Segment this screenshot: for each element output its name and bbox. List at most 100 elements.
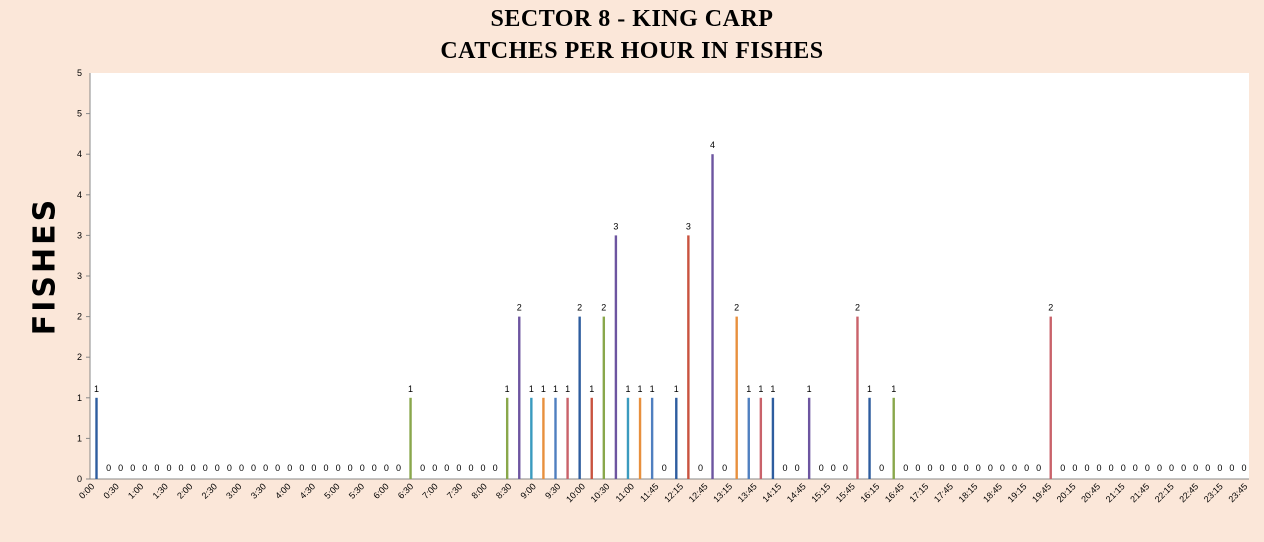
data-label: 0 bbox=[227, 463, 232, 473]
data-label: 1 bbox=[505, 384, 510, 394]
data-label: 0 bbox=[662, 463, 667, 473]
data-label: 0 bbox=[142, 463, 147, 473]
x-tick-label: 3:00 bbox=[224, 481, 243, 500]
bar bbox=[759, 397, 763, 479]
x-tick-label: 4:00 bbox=[273, 481, 292, 500]
data-label: 0 bbox=[336, 463, 341, 473]
x-tick-label: 3:30 bbox=[249, 481, 268, 500]
data-label: 1 bbox=[891, 384, 896, 394]
bar bbox=[1049, 316, 1052, 479]
data-label: 1 bbox=[541, 384, 546, 394]
data-label: 1 bbox=[625, 384, 630, 394]
x-tick-label: 9:30 bbox=[543, 481, 562, 500]
x-tick-label: 19:45 bbox=[1030, 481, 1053, 504]
x-tick-label: 6:00 bbox=[371, 481, 390, 500]
x-tick-label: 17:45 bbox=[932, 481, 955, 504]
data-label: 0 bbox=[1193, 463, 1198, 473]
y-tick-label: 3 bbox=[77, 271, 82, 281]
data-label: 1 bbox=[674, 384, 679, 394]
x-tick-label: 15:45 bbox=[834, 481, 857, 504]
x-tick-label: 1:00 bbox=[126, 481, 145, 500]
bar bbox=[505, 397, 509, 479]
data-label: 0 bbox=[1133, 463, 1138, 473]
data-label: 1 bbox=[650, 384, 655, 394]
data-label: 0 bbox=[988, 463, 993, 473]
data-label: 1 bbox=[638, 384, 643, 394]
data-label: 0 bbox=[118, 463, 123, 473]
data-label: 0 bbox=[952, 463, 957, 473]
data-label: 1 bbox=[770, 384, 775, 394]
data-label: 0 bbox=[154, 463, 159, 473]
data-label: 0 bbox=[831, 463, 836, 473]
data-label: 0 bbox=[819, 463, 824, 473]
bar bbox=[95, 397, 98, 479]
x-tick-label: 19:15 bbox=[1006, 481, 1029, 504]
x-tick-label: 11:00 bbox=[614, 481, 637, 504]
bar bbox=[675, 397, 678, 479]
data-label: 0 bbox=[843, 463, 848, 473]
data-label: 0 bbox=[964, 463, 969, 473]
y-tick-label: 5 bbox=[77, 68, 82, 78]
data-label: 0 bbox=[191, 463, 196, 473]
bar bbox=[735, 316, 738, 479]
y-tick-label: 0 bbox=[77, 474, 82, 484]
data-label: 0 bbox=[698, 463, 703, 473]
x-tick-label: 13:15 bbox=[711, 481, 734, 504]
bar bbox=[711, 154, 714, 479]
data-label: 0 bbox=[444, 463, 449, 473]
plot-area bbox=[90, 73, 1249, 479]
data-label: 1 bbox=[553, 384, 558, 394]
data-label: 0 bbox=[1205, 463, 1210, 473]
data-label: 0 bbox=[130, 463, 135, 473]
data-label: 1 bbox=[529, 384, 534, 394]
data-label: 0 bbox=[795, 463, 800, 473]
data-label: 0 bbox=[1072, 463, 1077, 473]
x-tick-label: 1:30 bbox=[151, 481, 170, 500]
data-label: 1 bbox=[565, 384, 570, 394]
x-tick-label: 18:15 bbox=[957, 481, 980, 504]
data-label: 0 bbox=[372, 463, 377, 473]
bar bbox=[638, 397, 642, 479]
data-label: 0 bbox=[1024, 463, 1029, 473]
data-label: 0 bbox=[493, 463, 498, 473]
data-label: 0 bbox=[287, 463, 292, 473]
data-label: 3 bbox=[613, 221, 618, 231]
bar bbox=[687, 235, 690, 479]
x-tick-label: 13:45 bbox=[736, 481, 759, 504]
data-label: 2 bbox=[577, 303, 582, 313]
data-label: 0 bbox=[179, 463, 184, 473]
data-label: 2 bbox=[855, 303, 860, 313]
bar bbox=[614, 235, 618, 479]
data-label: 0 bbox=[722, 463, 727, 473]
data-label: 1 bbox=[746, 384, 751, 394]
bar bbox=[409, 397, 412, 479]
data-label: 2 bbox=[734, 303, 739, 313]
data-label: 0 bbox=[976, 463, 981, 473]
data-label: 0 bbox=[323, 463, 328, 473]
x-tick-label: 6:30 bbox=[396, 481, 415, 500]
data-label: 0 bbox=[251, 463, 256, 473]
data-label: 1 bbox=[94, 384, 99, 394]
data-label: 0 bbox=[1145, 463, 1150, 473]
y-tick-label: 4 bbox=[77, 149, 82, 159]
bar bbox=[771, 397, 775, 479]
x-tick-label: 10:00 bbox=[564, 481, 587, 504]
data-label: 0 bbox=[940, 463, 945, 473]
data-label: 0 bbox=[1097, 463, 1102, 473]
x-tick-label: 5:30 bbox=[347, 481, 366, 500]
bar bbox=[518, 316, 521, 479]
data-label: 0 bbox=[311, 463, 316, 473]
x-tick-label: 21:15 bbox=[1104, 481, 1127, 504]
y-tick-label: 1 bbox=[77, 393, 82, 403]
x-tick-label: 8:00 bbox=[469, 481, 488, 500]
x-tick-label: 5:00 bbox=[322, 481, 341, 500]
data-label: 0 bbox=[915, 463, 920, 473]
bar bbox=[566, 397, 569, 479]
data-label: 0 bbox=[1157, 463, 1162, 473]
y-tick-label: 1 bbox=[77, 433, 82, 443]
x-tick-label: 7:00 bbox=[420, 481, 439, 500]
data-label: 0 bbox=[1000, 463, 1005, 473]
data-label: 0 bbox=[879, 463, 884, 473]
data-label: 2 bbox=[601, 303, 606, 313]
